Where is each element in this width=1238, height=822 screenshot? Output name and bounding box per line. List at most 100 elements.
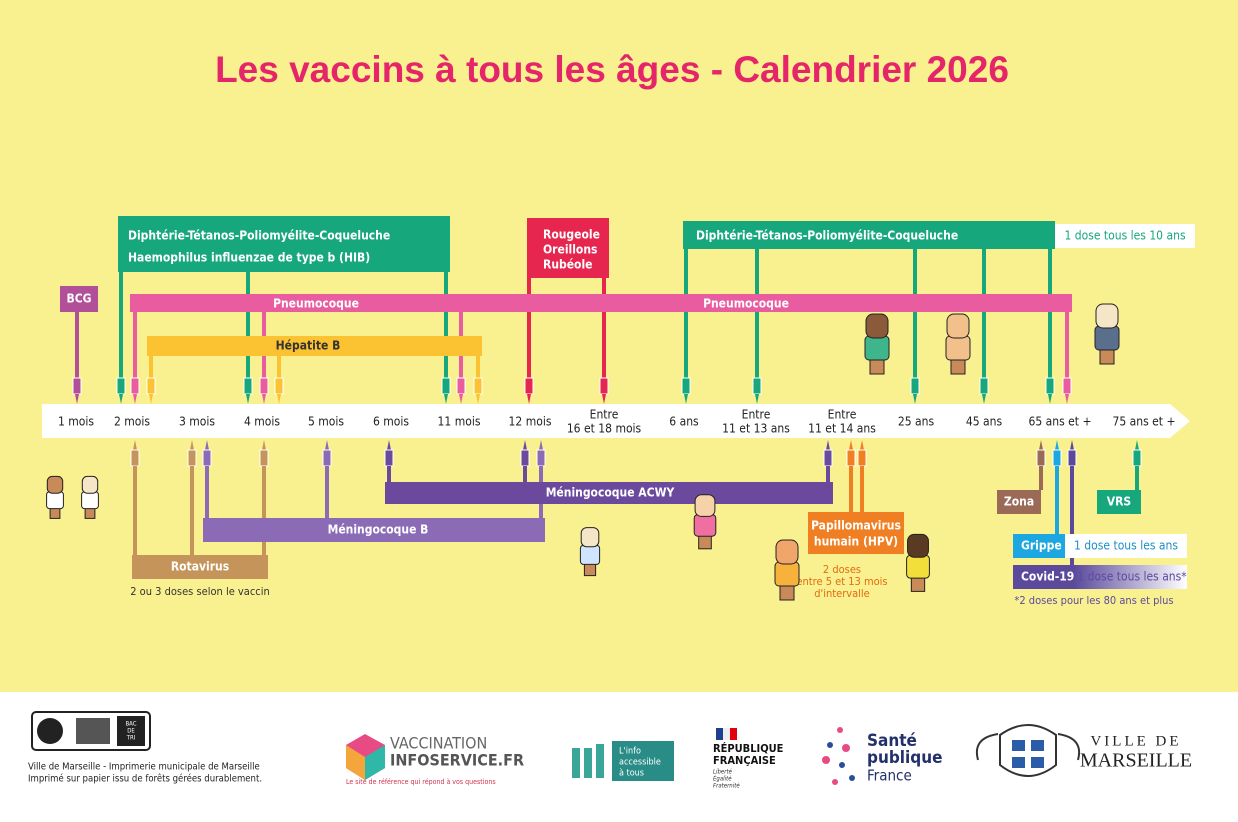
figure-body [864,335,890,361]
age-label: Entre [742,408,771,422]
syringe [274,377,284,395]
needle [387,440,391,450]
timeline [42,404,1190,438]
syringe [441,377,451,395]
syringe [259,449,269,467]
needle [1135,440,1139,450]
footnote: *2 doses pour les 80 ans et plus [1014,594,1173,607]
syringe [520,449,530,467]
hpv-label: humain (HPV) [814,535,898,549]
needle [133,394,137,404]
syringe [456,377,466,395]
figure-body [693,514,717,537]
figure-head [1095,303,1119,329]
syringe [910,377,920,395]
needle [133,440,137,450]
devise: Égalité [713,775,732,783]
sante: France [867,767,912,785]
acwy-label: Méningocoque ACWY [546,486,675,500]
dtpc-note-box [1055,224,1195,248]
figure-head [907,533,929,558]
needle [325,440,329,450]
needle [826,440,830,450]
needle [982,394,986,404]
menb-label: Méningocoque B [328,523,429,537]
covid-box [1013,565,1187,589]
figure-body [81,491,99,510]
hpv-note: entre 5 et 13 mois [796,575,887,588]
syringe [823,449,833,467]
needle [246,394,250,404]
dtpc-label: Diphtérie-Tétanos-Poliomyélite-Coqueluch… [128,229,390,243]
figure-body [46,491,64,510]
hpv-label: Papillomavirus [811,519,901,533]
syringe [202,449,212,467]
republique: RÉPUBLIQUE [713,742,784,755]
menb-bar [203,518,545,542]
needle [262,440,266,450]
hib-label: Haemophilus influenzae de type b (HIB) [128,251,370,265]
figure-head [46,475,64,494]
needle [277,394,281,404]
pneumo-label: Pneumocoque [703,297,789,311]
age-label: 12 mois [509,415,552,429]
needle [523,440,527,450]
recycle-icons [31,711,151,751]
bac-label: TRI [126,735,136,742]
pneumo-bar [130,294,1072,312]
marseille: VILLE DE [1090,733,1181,749]
rotavirus-label: Rotavirus [171,560,229,574]
syringe [846,449,856,467]
vaccination-logo [346,734,385,780]
needle [913,394,917,404]
needle [1055,440,1059,450]
age-label: Entre [828,408,857,422]
dtpc-hib-box [118,216,450,272]
age-label: 25 ans [898,415,935,429]
age-label: 11 et 14 ans [808,422,876,436]
covid-note: 1 dose tous les ans* [1077,570,1187,584]
syringe [72,377,82,395]
devise: Liberté [713,769,733,776]
syringe [1062,377,1072,395]
syringe [752,377,762,395]
age-label: 4 mois [244,415,280,429]
age-label: 11 et 13 ans [722,422,790,436]
info-label: L'info [619,747,641,757]
info-icon [572,744,604,778]
republique: FRANÇAISE [713,754,776,767]
ror-label: Oreillons [543,243,597,257]
syringe [536,449,546,467]
syringe [384,449,394,467]
syringe [259,377,269,395]
illustrations [46,303,1120,601]
needle [1039,440,1043,450]
vrs-label: VRS [1107,495,1131,509]
needle [476,394,480,404]
vrs-box [1097,490,1141,514]
syringe [979,377,989,395]
syringe [1036,449,1046,467]
figure-body [579,544,601,565]
zona-label: Zona [1004,495,1034,509]
needle [539,440,543,450]
needle [1070,440,1074,450]
dtpc-adult-box [683,221,1055,249]
vaccination-name: INFOSERVICE.FR [390,751,524,770]
hepb-bar [147,336,482,356]
bac-label: BAC [125,721,136,728]
needle [1065,394,1069,404]
needle [527,394,531,404]
syringe [1067,449,1077,467]
devise: Fraternité [713,783,740,790]
hepb-label: Hépatite B [276,339,341,353]
age-label: 5 mois [308,415,344,429]
syringe [322,449,332,467]
syringe [146,377,156,395]
hpv-note: d'intervalle [814,587,870,600]
acwy-bar [385,482,833,504]
needle [684,394,688,404]
age-label: 1 mois [58,415,94,429]
needle [1048,394,1052,404]
figure-body [774,561,800,587]
